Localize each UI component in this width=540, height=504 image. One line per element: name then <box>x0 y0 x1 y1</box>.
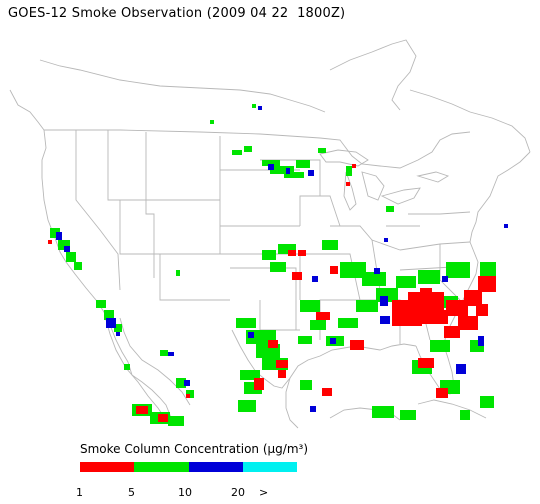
baja-coast <box>105 317 191 421</box>
legend-swatch-10-20 <box>188 462 243 472</box>
legend-tick-5: 5 <box>128 486 135 499</box>
legend-tick-10: 10 <box>178 486 192 499</box>
great-lakes <box>319 149 450 211</box>
gulf-coast <box>231 329 417 429</box>
legend-tick-greater: > <box>259 486 269 499</box>
legend-title: Smoke Column Concentration (µg/m³) <box>80 442 308 456</box>
legend-swatch-5-10 <box>134 462 189 472</box>
legend-tick-1: 1 <box>76 486 83 499</box>
smoke-pixels <box>48 104 508 426</box>
legend-swatch-1-5 <box>80 462 135 472</box>
legend-tick-20: 20 <box>231 486 245 499</box>
legend-color-bar <box>80 462 297 472</box>
west-coast <box>9 89 173 421</box>
canada-north <box>39 39 531 153</box>
basemap-outlines <box>9 39 531 429</box>
figure-title: GOES-12 Smoke Observation (2009 04 22 18… <box>8 6 346 21</box>
legend-swatch-20-plus <box>242 462 297 472</box>
